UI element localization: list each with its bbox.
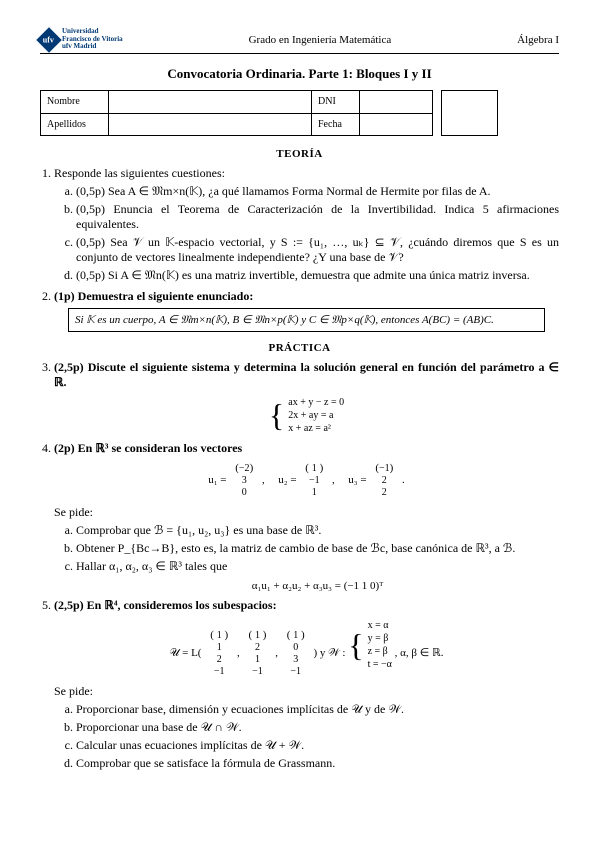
u3-1: 2 bbox=[379, 475, 390, 487]
q1-sub: (0,5p) Sea A ∈ 𝔐m×n(𝕂), ¿a qué llamamos … bbox=[54, 184, 559, 283]
q5-cond: , α, β ∈ ℝ. bbox=[395, 647, 444, 659]
q1b: (0,5p) Enuncia el Teorema de Caracteriza… bbox=[76, 202, 559, 232]
brace-icon-2: { bbox=[348, 634, 363, 656]
w-r4: t = −α bbox=[368, 658, 392, 671]
questions-list: Responde las siguientes cuestiones: (0,5… bbox=[40, 166, 559, 332]
u2-label: u₂ = bbox=[278, 474, 296, 486]
q1: Responde las siguientes cuestiones: (0,5… bbox=[54, 166, 559, 283]
v1-2: 2 bbox=[214, 654, 225, 666]
fecha-label: Fecha bbox=[312, 113, 360, 136]
U-label: 𝒰 = L( bbox=[169, 647, 201, 659]
nombre-blank bbox=[109, 91, 312, 114]
q5-intro: (2,5p) En ℝ⁴, consideremos los subespaci… bbox=[54, 598, 277, 612]
v2-3: −1 bbox=[252, 666, 263, 678]
v2-1: 2 bbox=[252, 642, 263, 654]
q2-box: Si 𝕂 es un cuerpo, A ∈ 𝔐m×n(𝕂), B ∈ 𝔐n×p… bbox=[68, 308, 545, 332]
q3-r1: ax + y − z = 0 bbox=[288, 396, 344, 409]
q4-intro: (2p) En ℝ³ se consideran los vectores bbox=[54, 441, 242, 455]
q5d: Comprobar que se satisface la fórmula de… bbox=[76, 756, 559, 771]
practica-title: PRÁCTICA bbox=[40, 342, 559, 354]
v3-2: 3 bbox=[290, 654, 301, 666]
q1c: (0,5p) Sea 𝒱 un 𝕂-espacio vectorial, y S… bbox=[76, 235, 559, 265]
nombre-label: Nombre bbox=[41, 91, 109, 114]
fecha-blank bbox=[360, 113, 433, 136]
q3-r3: x + az = a² bbox=[288, 422, 344, 435]
page-header: ufv Universidad Francisco de Vitoria ufv… bbox=[40, 28, 559, 54]
uni-line3: ufv Madrid bbox=[62, 43, 123, 51]
q4c: Hallar α₁, α₂, α₃ ∈ ℝ³ tales que α₁u₁ + … bbox=[76, 559, 559, 592]
header-center: Grado en Ingeniería Matemática bbox=[249, 34, 392, 46]
q4-vectors: u₁ = ( −2 3 0 ) , u₂ = ( 1 −1 1 ) , u₃ =… bbox=[54, 462, 559, 499]
q3-r2: 2x + ay = a bbox=[288, 409, 344, 422]
q1d: (0,5p) Si A ∈ 𝔐n(𝕂) es una matriz invert… bbox=[76, 268, 559, 283]
v2-2: 1 bbox=[252, 654, 263, 666]
w-r2: y = β bbox=[368, 632, 392, 645]
W-label: 𝒲 : bbox=[328, 647, 345, 659]
v1-3: −1 bbox=[214, 666, 225, 678]
q4c-text: Hallar α₁, α₂, α₃ ∈ ℝ³ tales que bbox=[76, 559, 227, 573]
q5c: Calcular unas ecuaciones implícitas de 𝒰… bbox=[76, 738, 559, 753]
q1a: (0,5p) Sea A ∈ 𝔐m×n(𝕂), ¿a qué llamamos … bbox=[76, 184, 559, 199]
q4-sub: Comprobar que ℬ = {u₁, u₂, u₃} es una ba… bbox=[54, 523, 559, 592]
u2-2: 1 bbox=[309, 487, 320, 499]
q3-system: { ax + y − z = 0 2x + ay = a x + az = a² bbox=[54, 396, 559, 435]
logo-block: ufv Universidad Francisco de Vitoria ufv… bbox=[40, 28, 123, 51]
u2-1: −1 bbox=[309, 475, 320, 487]
q2: (1p) Demuestra el siguiente enunciado: S… bbox=[54, 289, 559, 332]
v3-0: 1 bbox=[290, 630, 301, 642]
q5a: Proporcionar base, dimensión y ecuacione… bbox=[76, 702, 559, 717]
u1-label: u₁ = bbox=[208, 474, 226, 486]
v2-0: 1 bbox=[252, 630, 263, 642]
w-r1: x = α bbox=[368, 619, 392, 632]
header-right: Álgebra I bbox=[517, 34, 559, 46]
q5: (2,5p) En ℝ⁴, consideremos los subespaci… bbox=[54, 598, 559, 771]
q2-intro: (1p) Demuestra el siguiente enunciado: bbox=[54, 289, 253, 303]
apellidos-blank bbox=[109, 113, 312, 136]
close-y: ) y bbox=[313, 647, 328, 659]
q3-intro: (2,5p) Discute el siguiente sistema y de… bbox=[54, 360, 559, 389]
q1-intro: Responde las siguientes cuestiones: bbox=[54, 166, 225, 180]
u1-2: 0 bbox=[239, 487, 250, 499]
v3-3: −1 bbox=[290, 666, 301, 678]
u3-2: 2 bbox=[379, 487, 390, 499]
q5-sepide: Se pide: bbox=[54, 684, 559, 699]
v3-1: 0 bbox=[290, 642, 301, 654]
logo-text: Universidad Francisco de Vitoria ufv Mad… bbox=[62, 28, 123, 51]
info-table: Nombre DNI Apellidos Fecha bbox=[40, 90, 433, 136]
v1-1: 1 bbox=[214, 642, 225, 654]
u3-label: u₃ = bbox=[348, 474, 366, 486]
q5-spaces: 𝒰 = L( ( 1 1 2 −1 ) , ( 1 2 1 −1 ) , ( 1… bbox=[54, 619, 559, 678]
u1-0: −2 bbox=[239, 463, 250, 475]
q4a: Comprobar que ℬ = {u₁, u₂, u₃} es una ba… bbox=[76, 523, 559, 538]
dni-blank bbox=[360, 91, 433, 114]
q5-sub: Proporcionar base, dimensión y ecuacione… bbox=[54, 702, 559, 771]
q3: (2,5p) Discute el siguiente sistema y de… bbox=[54, 360, 559, 435]
exam-title: Convocatoria Ordinaria. Parte 1: Bloques… bbox=[40, 66, 559, 82]
q4: (2p) En ℝ³ se consideran los vectores u₁… bbox=[54, 441, 559, 592]
brace-icon: { bbox=[269, 404, 284, 426]
u3-0: −1 bbox=[379, 463, 390, 475]
w-r3: z = β bbox=[368, 645, 392, 658]
v1-0: 1 bbox=[214, 630, 225, 642]
logo-icon: ufv bbox=[36, 27, 61, 52]
q5b: Proporcionar una base de 𝒰 ∩ 𝒲. bbox=[76, 720, 559, 735]
q4c-eq: α₁u₁ + α₂u₂ + α₃u₃ = (−1 1 0)ᵀ bbox=[76, 580, 559, 592]
dni-label: DNI bbox=[312, 91, 360, 114]
apellidos-label: Apellidos bbox=[41, 113, 109, 136]
info-row: Nombre DNI Apellidos Fecha bbox=[40, 90, 559, 136]
q4b: Obtener P_{Bc→B}, esto es, la matriz de … bbox=[76, 541, 559, 556]
u1-1: 3 bbox=[239, 475, 250, 487]
q4-sepide: Se pide: bbox=[54, 505, 559, 520]
u2-0: 1 bbox=[309, 463, 320, 475]
photo-box bbox=[441, 90, 498, 136]
practica-list: (2,5p) Discute el siguiente sistema y de… bbox=[40, 360, 559, 771]
teoria-title: TEORÍA bbox=[40, 148, 559, 160]
